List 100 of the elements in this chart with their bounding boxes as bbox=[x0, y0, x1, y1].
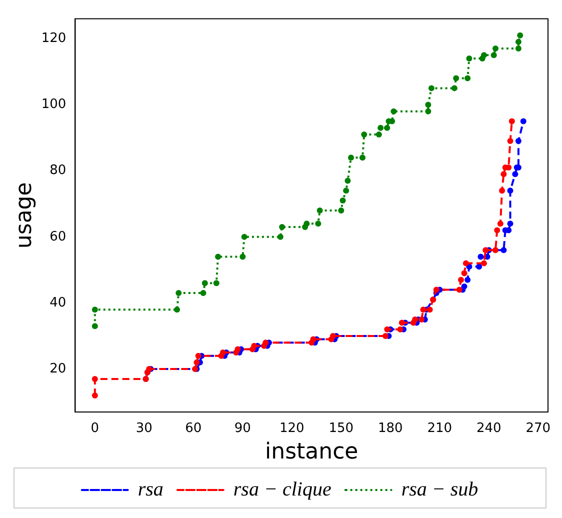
point bbox=[92, 392, 98, 398]
point bbox=[340, 198, 346, 204]
point bbox=[492, 46, 498, 52]
point bbox=[507, 188, 514, 194]
point bbox=[461, 283, 468, 290]
point bbox=[376, 131, 382, 138]
point bbox=[343, 188, 350, 194]
point bbox=[348, 154, 354, 161]
point bbox=[316, 207, 323, 214]
point bbox=[310, 336, 316, 342]
point bbox=[494, 227, 500, 234]
legend-label: rsa − clique bbox=[233, 478, 332, 500]
x-tick-label: 150 bbox=[328, 421, 354, 436]
point bbox=[315, 220, 322, 227]
point bbox=[194, 359, 200, 366]
point bbox=[480, 52, 487, 58]
point bbox=[512, 171, 518, 178]
point bbox=[497, 220, 504, 227]
y-tick-label: 40 bbox=[50, 295, 66, 310]
point bbox=[304, 220, 310, 227]
point bbox=[480, 260, 487, 266]
x-tick-label: 180 bbox=[378, 421, 403, 436]
point bbox=[92, 306, 98, 313]
point bbox=[428, 85, 434, 92]
point bbox=[382, 333, 388, 340]
point bbox=[361, 131, 368, 138]
point bbox=[507, 138, 514, 144]
point bbox=[338, 207, 344, 214]
legend-label: rsa − sub bbox=[401, 478, 478, 500]
point bbox=[241, 234, 248, 240]
point bbox=[418, 316, 425, 322]
point bbox=[451, 85, 458, 92]
point bbox=[202, 280, 208, 286]
point bbox=[482, 247, 489, 254]
point bbox=[262, 340, 269, 346]
point bbox=[490, 52, 497, 58]
x-tick-label: 60 bbox=[185, 421, 202, 436]
point bbox=[398, 320, 405, 326]
point bbox=[515, 138, 522, 144]
point bbox=[176, 290, 182, 296]
point bbox=[499, 188, 506, 194]
point bbox=[500, 247, 507, 254]
point bbox=[200, 290, 206, 296]
point bbox=[390, 108, 397, 114]
y-tick-label: 120 bbox=[41, 31, 66, 46]
point bbox=[462, 260, 469, 266]
y-tick-label: 80 bbox=[50, 163, 66, 178]
point bbox=[461, 270, 468, 276]
point bbox=[515, 38, 522, 45]
point bbox=[344, 178, 351, 184]
x-tick-label: 270 bbox=[526, 421, 551, 436]
point bbox=[215, 254, 222, 260]
point bbox=[464, 276, 471, 283]
y-tick-label: 20 bbox=[50, 361, 66, 376]
point bbox=[174, 306, 180, 313]
point bbox=[384, 124, 390, 131]
point bbox=[330, 333, 336, 340]
point bbox=[426, 306, 433, 313]
point bbox=[359, 154, 366, 161]
point bbox=[213, 280, 220, 286]
point bbox=[220, 350, 226, 356]
point bbox=[425, 102, 432, 108]
point bbox=[234, 346, 241, 352]
legend-label: rsa bbox=[138, 478, 164, 500]
point bbox=[456, 286, 462, 293]
point bbox=[378, 124, 384, 131]
point bbox=[500, 171, 507, 178]
point bbox=[433, 286, 440, 293]
x-tick-label: 0 bbox=[90, 421, 100, 436]
point bbox=[195, 352, 202, 359]
point bbox=[464, 75, 471, 82]
x-tick-label: 120 bbox=[279, 421, 304, 436]
point bbox=[279, 224, 286, 230]
point bbox=[515, 46, 522, 52]
point bbox=[92, 376, 98, 382]
point bbox=[458, 276, 464, 283]
point bbox=[251, 342, 258, 349]
point bbox=[517, 32, 524, 38]
point bbox=[240, 254, 246, 260]
point bbox=[384, 326, 390, 332]
point bbox=[397, 326, 404, 332]
y-tick-label: 60 bbox=[50, 229, 66, 244]
x-tick-label: 90 bbox=[234, 421, 251, 436]
y-tick-label: 100 bbox=[41, 97, 66, 112]
point bbox=[425, 108, 432, 114]
point bbox=[492, 247, 498, 254]
point bbox=[412, 316, 418, 322]
point bbox=[92, 323, 98, 330]
point bbox=[277, 234, 284, 240]
point bbox=[466, 55, 472, 62]
point bbox=[508, 118, 515, 124]
x-tick-label: 210 bbox=[427, 421, 452, 436]
point bbox=[507, 220, 514, 227]
point bbox=[420, 306, 426, 313]
x-tick-label: 240 bbox=[476, 421, 502, 436]
point bbox=[478, 254, 484, 260]
y-axis-title: usage bbox=[12, 182, 37, 249]
point bbox=[520, 118, 526, 124]
x-tick-label: 30 bbox=[136, 421, 152, 436]
point bbox=[453, 75, 460, 82]
